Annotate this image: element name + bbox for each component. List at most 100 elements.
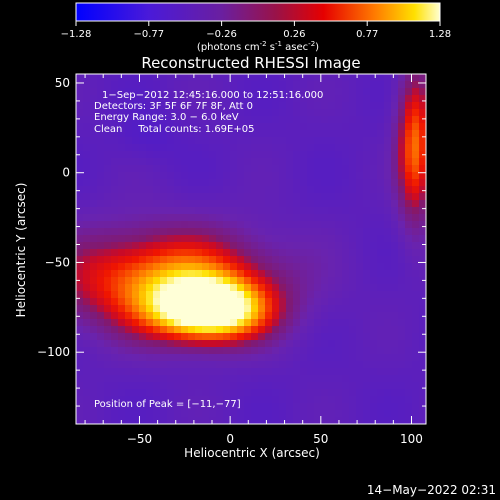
heatmap-cell [321, 242, 329, 250]
heatmap-cell [258, 417, 266, 424]
heatmap-cell [391, 186, 399, 194]
heatmap-cell [223, 158, 231, 166]
heatmap-cell [111, 130, 119, 138]
heatmap-cell [279, 375, 287, 383]
heatmap-cell [279, 165, 287, 173]
heatmap-cell [342, 165, 350, 173]
heatmap-cell [230, 165, 238, 173]
heatmap-cell [321, 249, 329, 257]
heatmap-cell [83, 242, 91, 250]
heatmap-cell [188, 354, 196, 362]
heatmap-cell [328, 81, 336, 89]
heatmap-cell [230, 186, 238, 194]
heatmap-cell [244, 207, 252, 215]
heatmap-cell [90, 74, 98, 82]
y-axis-label: Heliocentric Y (arcsec) [14, 183, 28, 318]
y-tick-label: −100 [37, 345, 70, 359]
heatmap-cell [146, 256, 154, 264]
heatmap-cell [118, 354, 126, 362]
heatmap-cell [76, 375, 84, 383]
annotation-time-range: 1−Sep−2012 12:45:16.000 to 12:51:16.000 [102, 90, 323, 101]
heatmap-cell [398, 340, 406, 348]
heatmap-cell [335, 81, 343, 89]
heatmap-cell [181, 235, 189, 243]
heatmap-cell [111, 235, 119, 243]
heatmap-cell [188, 116, 196, 124]
heatmap-cell [125, 375, 133, 383]
heatmap-cell [90, 242, 98, 250]
heatmap-cell [258, 214, 266, 222]
heatmap-cell [258, 228, 266, 236]
heatmap-cell [230, 368, 238, 376]
heatmap-cell [412, 81, 420, 89]
heatmap-cell [300, 144, 308, 152]
heatmap-cell [363, 354, 371, 362]
heatmap-cell [328, 116, 336, 124]
heatmap-cell [272, 102, 280, 110]
heatmap-cell [363, 403, 371, 411]
heatmap-cell [76, 221, 84, 229]
heatmap-cell [286, 319, 294, 327]
heatmap-cell [181, 277, 189, 285]
heatmap-cell [377, 403, 385, 411]
heatmap-cell [216, 123, 224, 131]
heatmap-cell [293, 81, 301, 89]
heatmap-cell [272, 305, 280, 313]
heatmap-cell [237, 382, 245, 390]
heatmap-cell [209, 116, 217, 124]
heatmap-cell [384, 242, 392, 250]
heatmap-cell [335, 207, 343, 215]
heatmap-cell [90, 95, 98, 103]
heatmap-cell [188, 158, 196, 166]
heatmap-cell [188, 235, 196, 243]
heatmap-cell [195, 298, 203, 306]
heatmap-cell [377, 277, 385, 285]
heatmap-cell [90, 340, 98, 348]
heatmap-cell [419, 116, 426, 124]
heatmap-cell [272, 410, 280, 418]
heatmap-cell [321, 214, 329, 222]
heatmap-cell [370, 242, 378, 250]
heatmap-cell [244, 375, 252, 383]
heatmap-cell [202, 326, 210, 334]
heatmap-cell [181, 186, 189, 194]
heatmap-cell [356, 284, 364, 292]
heatmap-cell [405, 144, 413, 152]
heatmap-cell [419, 207, 426, 215]
heatmap-cell [356, 116, 364, 124]
heatmap-cell [398, 221, 406, 229]
colorbar-tick-label: 0.26 [283, 29, 305, 40]
heatmap-cell [293, 228, 301, 236]
heatmap-cell [349, 284, 357, 292]
heatmap-cell [307, 137, 315, 145]
heatmap-cell [195, 403, 203, 411]
heatmap-cell [230, 193, 238, 201]
heatmap-cell [286, 102, 294, 110]
heatmap-cell [125, 382, 133, 390]
heatmap-cell [251, 228, 259, 236]
heatmap-cell [188, 403, 196, 411]
heatmap-cell [391, 396, 399, 404]
heatmap-cell [146, 410, 154, 418]
heatmap-cell [265, 214, 273, 222]
heatmap-cell [174, 249, 182, 257]
heatmap-cell [167, 347, 175, 355]
heatmap-cell [307, 186, 315, 194]
heatmap-cell [412, 368, 420, 376]
heatmap-cell [293, 340, 301, 348]
heatmap-cell [202, 214, 210, 222]
heatmap-cell [83, 165, 91, 173]
heatmap-cell [419, 81, 426, 89]
heatmap-cell [167, 403, 175, 411]
heatmap-cell [181, 151, 189, 159]
heatmap-cell [146, 88, 154, 96]
heatmap-cell [363, 172, 371, 180]
heatmap-cell [419, 291, 426, 299]
heatmap-cell [314, 410, 322, 418]
heatmap-cell [230, 158, 238, 166]
heatmap-cell [286, 249, 294, 257]
heatmap-cell [160, 95, 168, 103]
heatmap-cell [377, 326, 385, 334]
heatmap-cell [272, 284, 280, 292]
heatmap-cell [216, 312, 224, 320]
